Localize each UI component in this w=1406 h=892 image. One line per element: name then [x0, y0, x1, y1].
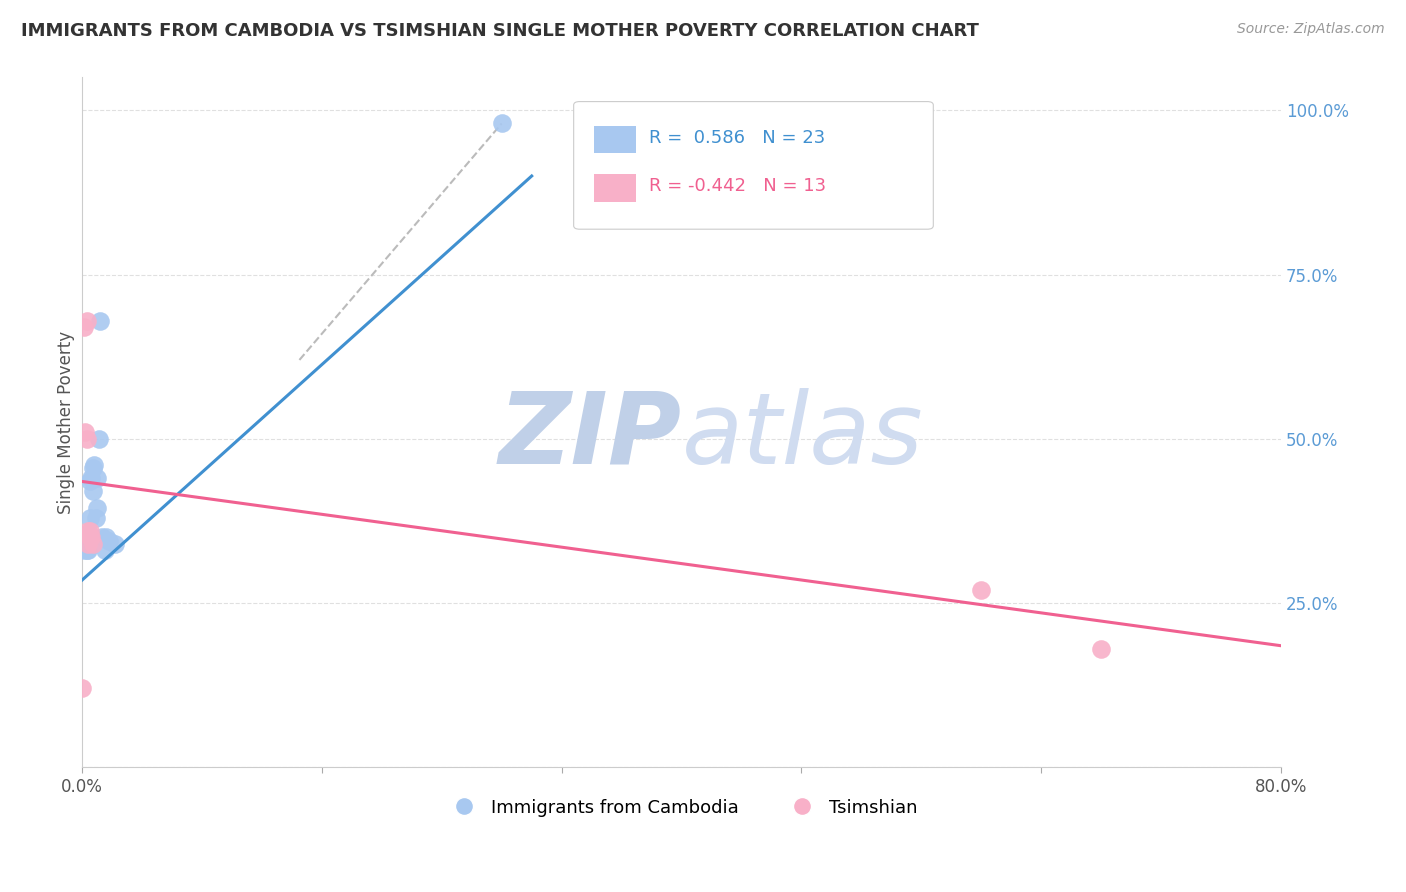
Point [79, 510, 101, 524]
Point [94, 530, 117, 544]
Point [75, 533, 97, 548]
Text: atlas: atlas [682, 388, 924, 484]
Bar [595, 126, 636, 153]
Point [77, 524, 100, 538]
Point [98, 533, 121, 548]
Text: Source: ZipAtlas.com: Source: ZipAtlas.com [1237, 22, 1385, 37]
Point [86, 471, 108, 485]
Point [80, 530, 103, 544]
Point [76, 313, 98, 327]
Point [82, 537, 104, 551]
Point [79, 524, 101, 538]
Legend: Immigrants from Cambodia, Tsimshian: Immigrants from Cambodia, Tsimshian [439, 791, 925, 824]
Point [93, 543, 115, 558]
Point [80, 471, 103, 485]
Point [79, 530, 101, 544]
Point [84, 510, 107, 524]
Point [82, 484, 104, 499]
Point [77, 537, 100, 551]
Text: R = -0.442   N = 13: R = -0.442 N = 13 [650, 178, 827, 195]
Point [72, 320, 94, 334]
FancyBboxPatch shape [574, 102, 934, 229]
Point [77, 543, 100, 558]
Text: R =  0.586   N = 23: R = 0.586 N = 23 [650, 129, 825, 147]
Point [76, 543, 98, 558]
Point [491, 116, 513, 130]
Y-axis label: Single Mother Poverty: Single Mother Poverty [58, 331, 75, 514]
Text: IMMIGRANTS FROM CAMBODIA VS TSIMSHIAN SINGLE MOTHER POVERTY CORRELATION CHART: IMMIGRANTS FROM CAMBODIA VS TSIMSHIAN SI… [21, 22, 979, 40]
Point [72, 543, 94, 558]
Point [104, 537, 127, 551]
Point [77, 537, 100, 551]
Point [970, 582, 993, 597]
Point [76, 527, 98, 541]
Point [87, 432, 110, 446]
Point [82, 461, 104, 475]
Point [76, 432, 98, 446]
Bar [595, 174, 636, 202]
Point [75, 425, 97, 440]
Point [70, 681, 93, 696]
Point [89, 313, 111, 327]
Point [1090, 642, 1112, 657]
Text: ZIP: ZIP [499, 388, 682, 484]
Point [79, 475, 101, 489]
Point [83, 458, 105, 472]
Point [86, 500, 108, 515]
Point [90, 530, 112, 544]
